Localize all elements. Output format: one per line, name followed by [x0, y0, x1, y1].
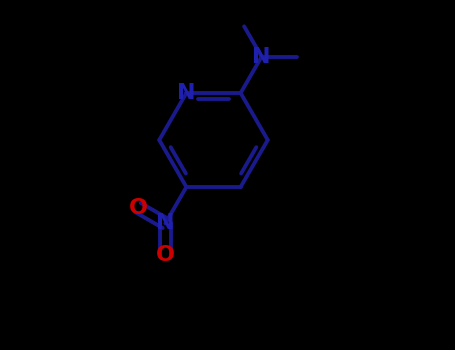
Text: O: O: [129, 198, 147, 218]
Text: N: N: [177, 83, 196, 103]
Text: O: O: [156, 245, 175, 265]
Text: N: N: [156, 214, 175, 233]
Text: N: N: [253, 47, 271, 66]
